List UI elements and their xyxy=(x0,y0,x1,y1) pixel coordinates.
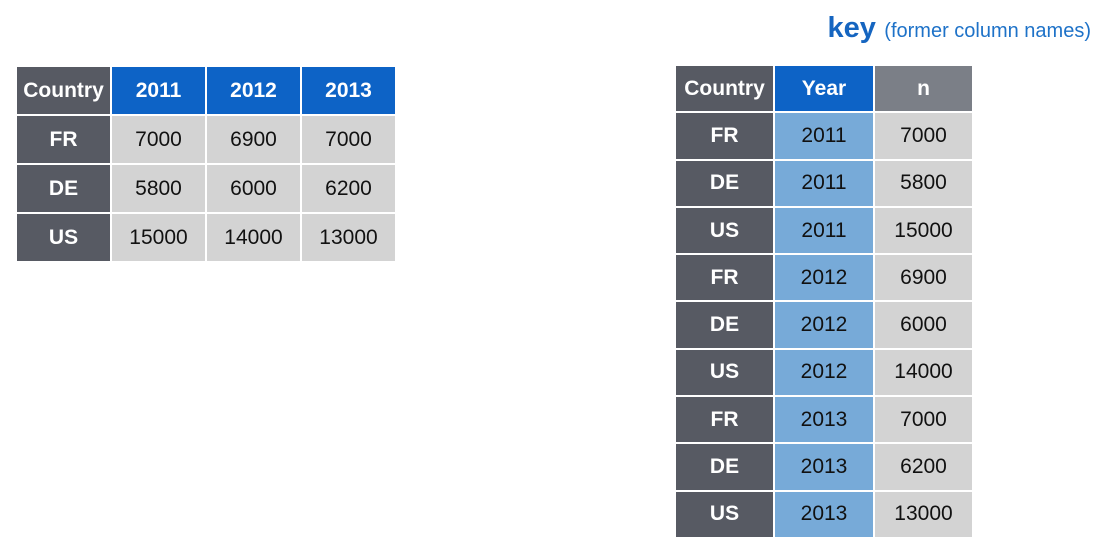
long-row-label: DE xyxy=(676,160,773,206)
long-n-cell: 15000 xyxy=(875,207,972,254)
long-year-cell: 2011 xyxy=(775,113,873,159)
long-row-label: FR xyxy=(676,397,773,443)
long-n-cell: 7000 xyxy=(875,397,972,443)
long-year-cell: 2013 xyxy=(775,397,873,443)
wide-table: Country 2011 2012 2013 FR 7000 6900 7000… xyxy=(17,67,395,261)
long-row-label: FR xyxy=(676,255,773,301)
wide-cell: 14000 xyxy=(207,214,300,261)
long-row-label: US xyxy=(676,349,773,396)
key-note: (former column names) xyxy=(884,20,1091,42)
long-year-cell: 2013 xyxy=(775,491,873,537)
wide-row-label: US xyxy=(17,214,110,261)
wide-cell: 7000 xyxy=(112,116,205,163)
long-year-cell: 2011 xyxy=(775,207,873,254)
long-n-cell: 6900 xyxy=(875,255,972,301)
wide-row-label: DE xyxy=(17,165,110,212)
wide-row-label: FR xyxy=(17,116,110,163)
wide-cell: 6900 xyxy=(207,116,300,163)
long-year-cell: 2012 xyxy=(775,302,873,348)
wide-header-2013: 2013 xyxy=(302,67,395,114)
long-year-cell: 2012 xyxy=(775,255,873,301)
long-row-label: DE xyxy=(676,302,773,348)
long-n-cell: 5800 xyxy=(875,160,972,206)
long-row-label: DE xyxy=(676,444,773,490)
long-year-cell: 2013 xyxy=(775,444,873,490)
key-title: key (former column names) xyxy=(827,14,1091,43)
wide-cell: 7000 xyxy=(302,116,395,163)
long-n-cell: 6000 xyxy=(875,302,972,348)
long-n-cell: 14000 xyxy=(875,349,972,396)
key-word: key xyxy=(827,12,876,44)
long-year-cell: 2011 xyxy=(775,160,873,206)
wide-header-country: Country xyxy=(17,67,110,114)
wide-cell: 5800 xyxy=(112,165,205,212)
wide-cell: 6200 xyxy=(302,165,395,212)
wide-cell: 13000 xyxy=(302,214,395,261)
long-n-cell: 7000 xyxy=(875,113,972,159)
long-row-label: FR xyxy=(676,113,773,159)
wide-cell: 15000 xyxy=(112,214,205,261)
wide-header-2011: 2011 xyxy=(112,67,205,114)
long-n-cell: 13000 xyxy=(875,491,972,537)
long-n-cell: 6200 xyxy=(875,444,972,490)
long-header-country: Country xyxy=(676,66,773,112)
long-table: Country Year n FR 2011 7000 DE 2011 5800… xyxy=(676,66,972,537)
long-row-label: US xyxy=(676,491,773,537)
long-year-cell: 2012 xyxy=(775,349,873,396)
long-row-label: US xyxy=(676,207,773,254)
wide-header-2012: 2012 xyxy=(207,67,300,114)
wide-cell: 6000 xyxy=(207,165,300,212)
long-header-n: n xyxy=(875,66,972,112)
long-header-year: Year xyxy=(775,66,873,112)
